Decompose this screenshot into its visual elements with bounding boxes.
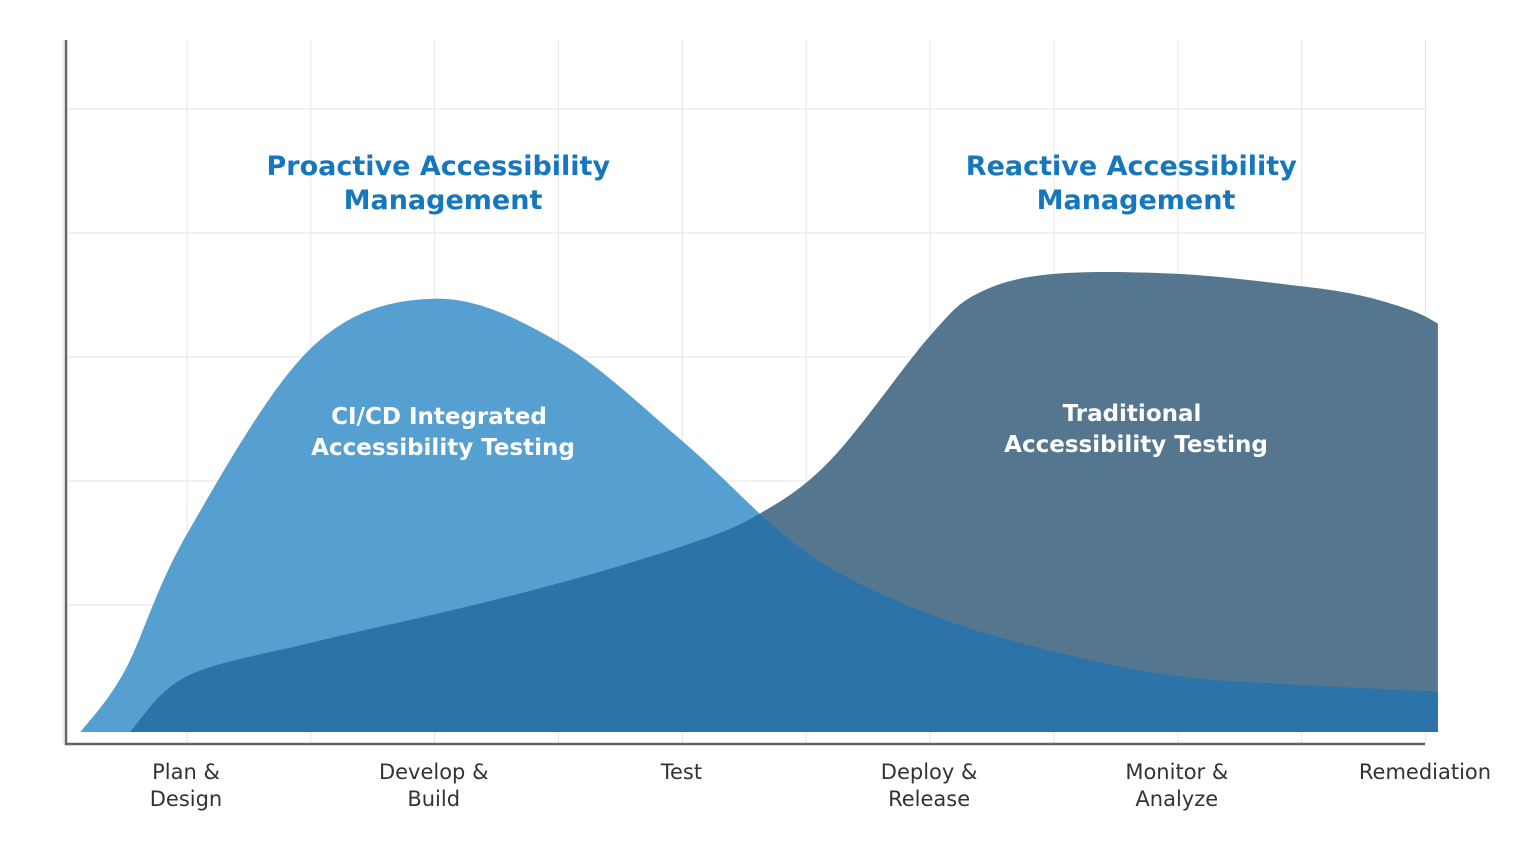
reactive-heading: Reactive Accessibility Management bbox=[966, 151, 1306, 216]
x-tick-label-line: Monitor & bbox=[1125, 760, 1228, 784]
x-tick-label: Remediation bbox=[1359, 760, 1491, 784]
x-tick-label: Test bbox=[660, 760, 702, 784]
x-tick-label-line: Release bbox=[888, 787, 970, 811]
x-tick-label-line: Deploy & bbox=[881, 760, 978, 784]
x-tick-label: Plan & Design bbox=[150, 760, 223, 811]
proactive-heading: Proactive Accessibility Management bbox=[267, 151, 620, 216]
x-tick-label-line: Plan & bbox=[152, 760, 220, 784]
x-tick-label: Monitor & Analyze bbox=[1125, 760, 1228, 811]
x-tick-label-line: Design bbox=[150, 787, 223, 811]
traditional-series-label: Traditional Accessibility Testing bbox=[1004, 401, 1268, 458]
x-tick-label: Deploy & Release bbox=[881, 760, 978, 811]
cicd-series-label: CI/CD Integrated Accessibility Testing bbox=[311, 404, 575, 461]
x-tick-label-line: Build bbox=[407, 787, 460, 811]
x-tick-label-line: Develop & bbox=[379, 760, 489, 784]
axes bbox=[64, 40, 1425, 746]
x-tick-label: Develop & Build bbox=[379, 760, 489, 811]
x-tick-label-line: Analyze bbox=[1135, 787, 1218, 811]
x-tick-labels: Plan & Design Develop & Build Test Deploy & Re… bbox=[150, 760, 1491, 811]
x-tick-label-line: Remediation bbox=[1359, 760, 1491, 784]
x-tick-label-line: Test bbox=[660, 760, 702, 784]
